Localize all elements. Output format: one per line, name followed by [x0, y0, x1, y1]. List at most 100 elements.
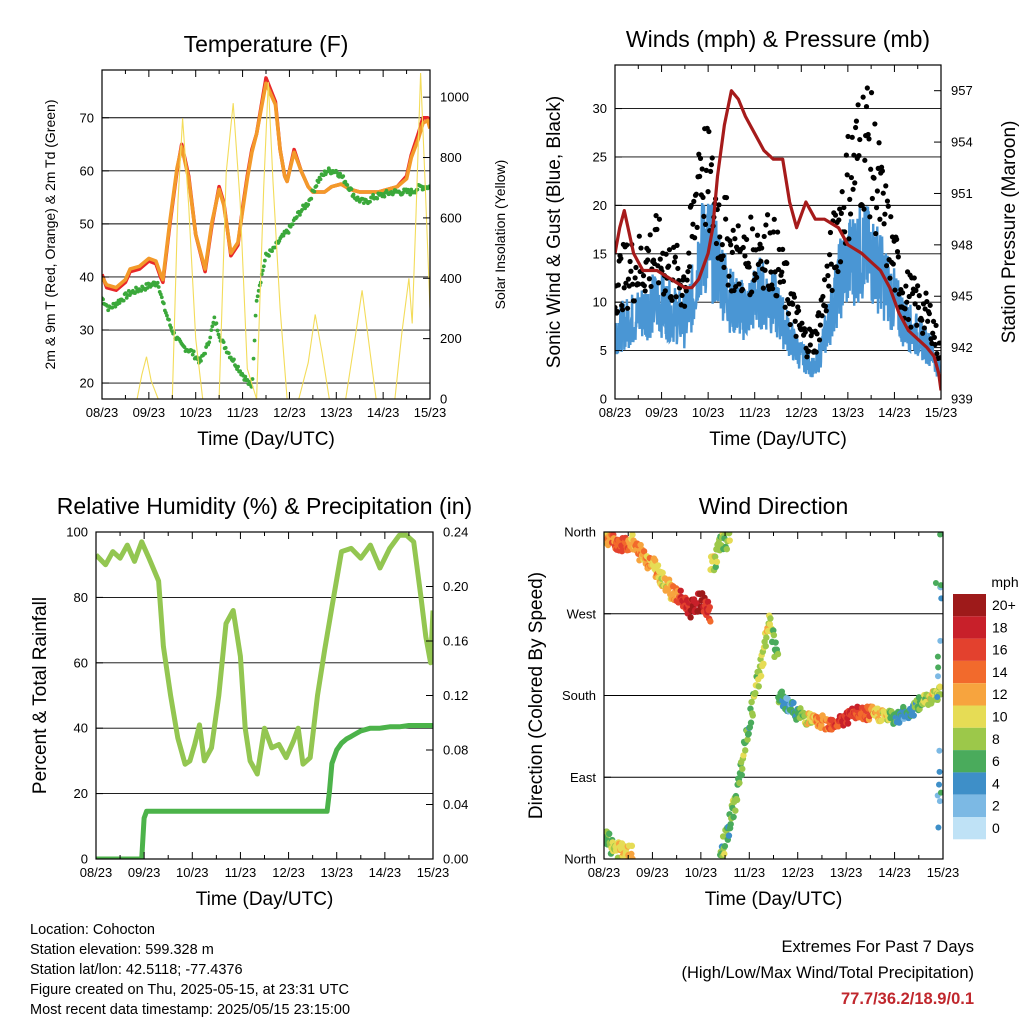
dewpoint-point [110, 305, 115, 310]
direction-point [706, 603, 713, 611]
dewpoint-point [312, 189, 317, 194]
gust-point [619, 302, 625, 309]
dewpoint-point [318, 177, 323, 182]
legend-swatch [953, 638, 986, 661]
x-tick-label: 13/23 [832, 405, 865, 420]
gust-point [790, 301, 796, 307]
dewpoint-point [306, 202, 311, 207]
dewpoint-point [294, 215, 299, 219]
station-location: Location: Cohocton [30, 922, 155, 938]
direction-point [835, 723, 842, 730]
gust-point [666, 263, 672, 269]
y-tick-label: South [562, 688, 596, 703]
gust-point [933, 322, 939, 329]
direction-point [711, 553, 719, 561]
gust-point [672, 254, 678, 260]
gust-point [630, 281, 636, 287]
gust-point [697, 173, 703, 180]
gust-point [795, 308, 802, 314]
dewpoint-point [161, 301, 166, 306]
gust-point [769, 286, 776, 292]
y-axis-label: Percent & Total Rainfall [30, 597, 51, 794]
direction-point [725, 832, 733, 839]
dewpoint-point [256, 288, 261, 293]
series-t9m [102, 81, 430, 290]
gust-point [846, 236, 852, 242]
gust-point [906, 293, 912, 300]
dewpoint-point [290, 222, 295, 227]
y-tick-label: 60 [80, 163, 94, 178]
gust-point [895, 254, 901, 260]
gust-point [780, 278, 787, 285]
gust-point [930, 318, 937, 325]
direction-point [936, 683, 943, 690]
x-tick-label: 14/23 [878, 405, 911, 420]
gust-point [780, 246, 786, 253]
gust-point [749, 289, 755, 295]
direction-point [733, 796, 741, 804]
gust-point [638, 245, 644, 251]
gust-point [867, 214, 873, 220]
gust-point [625, 276, 632, 282]
series-pressure [615, 89, 941, 391]
gust-point [662, 288, 668, 294]
y2-axis-label: Station Pressure (Maroon) [999, 121, 1020, 344]
legend-swatch [953, 705, 986, 728]
direction-point [677, 587, 684, 594]
direction-point [723, 545, 731, 553]
dewpoint-point [327, 168, 332, 173]
gust-point [701, 213, 707, 219]
legend-label: 16 [992, 642, 1008, 658]
gust-point [681, 274, 687, 280]
gust-point [925, 318, 931, 324]
direction-point [934, 653, 941, 660]
gust-point [728, 242, 734, 248]
gust-point [879, 168, 886, 174]
dewpoint-point [335, 170, 339, 175]
gust-point [892, 287, 898, 293]
dewpoint-point [209, 328, 214, 333]
direction-point [763, 634, 770, 641]
gust-point [624, 305, 631, 311]
gust-point [791, 294, 797, 300]
y2-tick-label: 0.12 [443, 688, 468, 703]
legend-label: 20+ [992, 597, 1016, 613]
direction-point [606, 830, 613, 837]
x-tick-label: 14/23 [878, 865, 911, 880]
dewpoint-point [212, 315, 217, 320]
gust-point [685, 268, 691, 275]
gust-point [703, 167, 709, 173]
dewpoint-point [169, 325, 173, 330]
direction-point [742, 747, 749, 754]
direction-point [934, 693, 941, 700]
gust-point [732, 236, 738, 242]
gust-point [754, 274, 760, 280]
gust-point [819, 313, 825, 319]
x-tick-label: 12/23 [273, 405, 306, 420]
x-tick-label: 12/23 [781, 865, 814, 880]
plot-area [604, 532, 943, 859]
y-tick-label: 40 [74, 721, 88, 736]
dewpoint-point [232, 357, 236, 362]
gust-point [909, 290, 916, 297]
direction-point [748, 698, 755, 706]
dewpoint-point [133, 291, 137, 296]
gust-point [748, 214, 754, 220]
gust-point [865, 131, 871, 138]
dewpoint-point [247, 379, 252, 384]
x-tick-label: 14/23 [369, 865, 402, 880]
dewpoint-point [207, 340, 212, 345]
gust-point [924, 298, 930, 305]
legend-swatch [953, 594, 986, 617]
direction-point [712, 563, 719, 571]
direction-point [936, 781, 943, 788]
x-tick-label: 08/23 [86, 405, 119, 420]
gust-point [691, 198, 697, 204]
x-tick-label: 09/23 [133, 405, 166, 420]
gust-point [749, 226, 756, 232]
gust-point [876, 140, 882, 146]
dewpoint-point [238, 369, 243, 374]
meteogram-figure: 08/23 09/23 10/23 11/23 12/23 13/23 14/23 15/23… [30, 26, 1020, 910]
gust-point [723, 194, 730, 201]
direction-point [762, 642, 769, 650]
